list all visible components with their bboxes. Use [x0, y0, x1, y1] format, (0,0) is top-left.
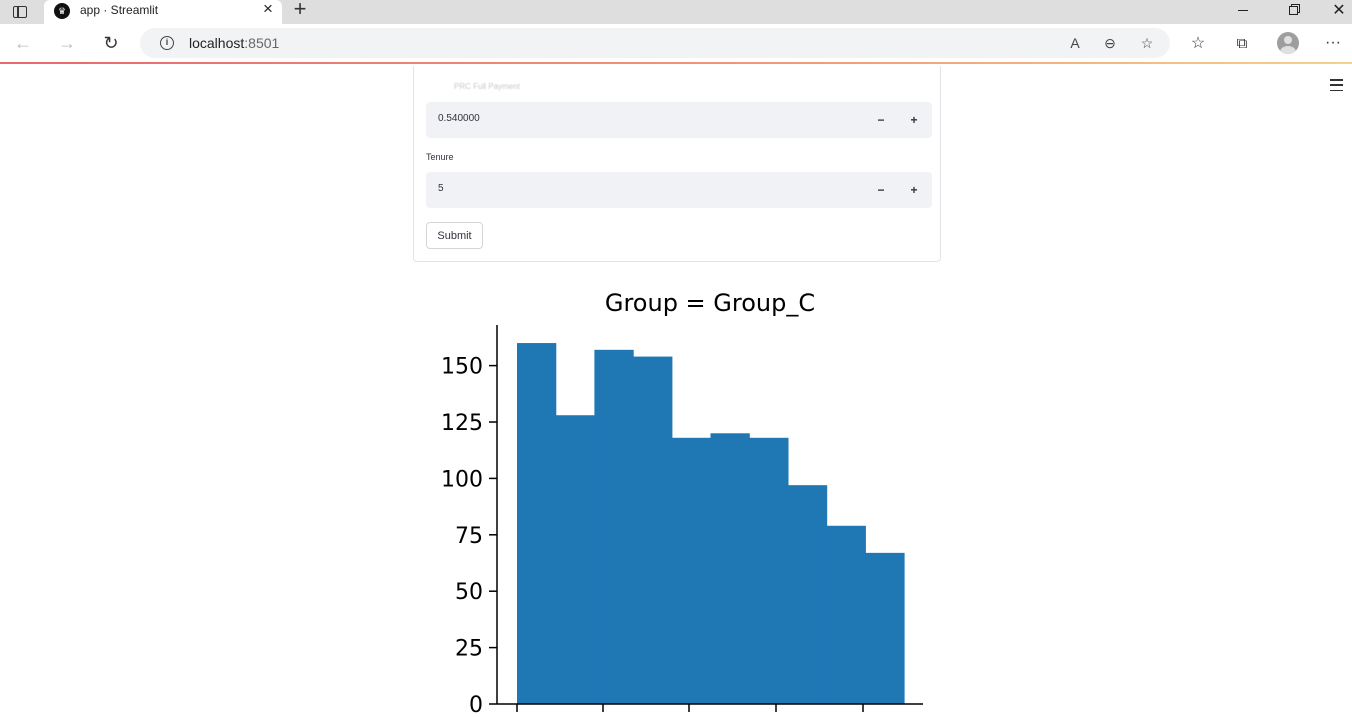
submit-button[interactable]: Submit	[426, 222, 483, 249]
address-url[interactable]: localhost:8501	[189, 35, 280, 51]
tenure-input[interactable]: 5 − +	[426, 172, 932, 208]
histogram-bar	[555, 415, 595, 704]
tab-actions-icon[interactable]	[8, 2, 32, 22]
forward-icon[interactable]: →	[58, 32, 76, 53]
y-tick-label: 125	[441, 411, 483, 436]
streamlit-favicon-icon: ♛	[54, 3, 70, 19]
tenure-value[interactable]: 5	[438, 183, 444, 194]
browser-tab[interactable]: ♛ app · Streamlit ×	[44, 0, 282, 24]
faded-field-label: PRC Full Payment	[454, 82, 520, 91]
refresh-icon[interactable]: ↻	[103, 32, 119, 53]
chart-title: Group = Group_C	[605, 289, 815, 317]
favorites-icon[interactable]: ☆	[1190, 35, 1206, 52]
histogram-bar	[633, 356, 673, 704]
address-bar[interactable]: i localhost:8501 A ⊖ ☆	[140, 28, 1170, 58]
tab-close-icon[interactable]: ×	[263, 0, 273, 18]
increment-button[interactable]: +	[910, 113, 918, 127]
decrement-button[interactable]: −	[877, 113, 885, 127]
read-aloud-icon[interactable]: A	[1070, 35, 1080, 51]
histogram-bar	[865, 552, 905, 704]
input-form: PRC Full Payment 0.540000 − + Tenure 5 −…	[413, 66, 941, 262]
collections-icon[interactable]: ⧉	[1236, 34, 1248, 52]
y-tick-label: 75	[455, 524, 483, 549]
histogram-bar	[826, 525, 866, 704]
add-favorite-icon[interactable]: ☆	[1140, 35, 1154, 51]
histogram-bar	[787, 485, 828, 704]
tenure-label: Tenure	[426, 152, 454, 162]
hamburger-menu-icon[interactable]	[1330, 79, 1343, 91]
prc-full-payment-value[interactable]: 0.540000	[438, 113, 480, 124]
decrement-button[interactable]: −	[877, 183, 885, 197]
histogram-bar	[749, 437, 789, 704]
histogram-bar	[710, 433, 750, 704]
window-minimize-icon[interactable]	[1220, 0, 1266, 20]
loading-progress-line	[0, 62, 1352, 64]
new-tab-icon[interactable]: +	[293, 0, 307, 21]
increment-button[interactable]: +	[910, 183, 918, 197]
window-close-icon[interactable]: ✕	[1332, 2, 1346, 19]
y-tick-label: 150	[441, 355, 483, 380]
browser-tab-bar: ♛ app · Streamlit × + ✕	[0, 0, 1352, 24]
window-restore-icon[interactable]	[1270, 0, 1316, 20]
prc-full-payment-input[interactable]: 0.540000 − +	[426, 102, 932, 138]
histogram-chart: Group = Group_C 0 25 50 75 100 125 150	[441, 289, 923, 717]
profile-avatar-icon[interactable]	[1277, 32, 1299, 54]
site-info-icon[interactable]: i	[160, 36, 174, 50]
histogram-bar	[671, 437, 712, 704]
histogram-bar	[594, 349, 634, 704]
browser-toolbar: ← → ↻ i localhost:8501 A ⊖ ☆ ☆ ⧉ ···	[0, 24, 1352, 62]
more-menu-icon[interactable]: ···	[1325, 34, 1341, 51]
y-tick-label: 50	[455, 580, 483, 605]
tab-title: app · Streamlit	[80, 3, 159, 17]
histogram-bar	[517, 343, 557, 704]
y-tick-label: 100	[441, 467, 483, 492]
y-tick-label: 0	[469, 693, 483, 717]
zoom-out-icon[interactable]: ⊖	[1104, 35, 1116, 51]
y-tick-label: 25	[455, 637, 483, 662]
back-icon[interactable]: ←	[14, 32, 32, 53]
